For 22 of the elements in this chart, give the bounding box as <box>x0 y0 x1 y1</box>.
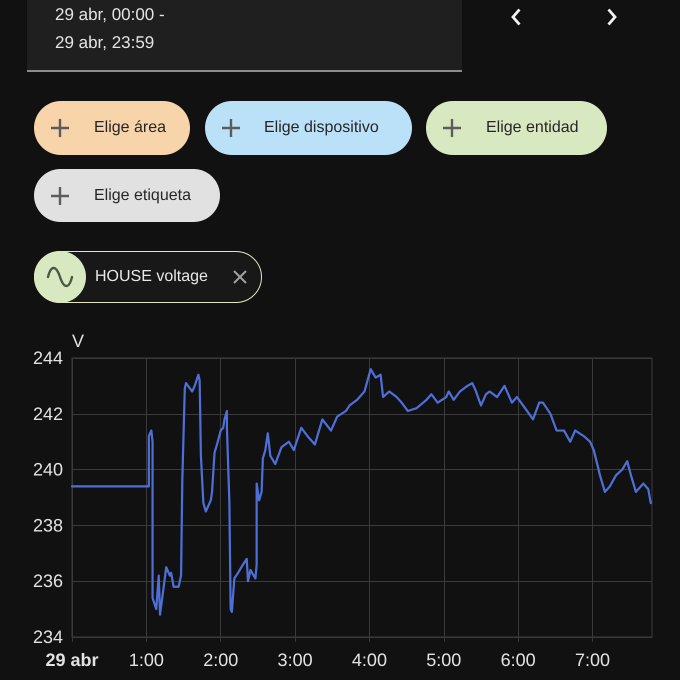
y-tick-label: 240 <box>32 460 63 480</box>
y-tick-label: 244 <box>32 348 63 368</box>
y-axis-title: V <box>72 331 84 351</box>
text: Elige entidad <box>486 118 579 138</box>
x-tick-label: 4:00 <box>352 650 387 670</box>
x-tick-label: 7:00 <box>574 650 610 670</box>
x-tick-label: 1:00 <box>128 650 164 670</box>
x-tick-label: 5:00 <box>426 650 462 670</box>
y-tick-label: 236 <box>32 571 63 592</box>
x-tick-label: 3:00 <box>278 650 313 670</box>
text: Elige dispositivo <box>264 118 379 138</box>
x-tick-label: 2:00 <box>203 650 238 670</box>
y-tick-label: 242 <box>32 404 63 424</box>
y-tick-label: 234 <box>32 627 63 647</box>
text: 29 abr, 00:00 - <box>55 5 165 25</box>
y-tick-label: 238 <box>32 515 63 536</box>
text: Elige área <box>94 118 166 138</box>
x-tick-label: 6:00 <box>500 650 536 670</box>
text: 29 abr, 23:59 <box>55 33 154 53</box>
text: HOUSE voltage <box>95 267 208 287</box>
x-tick-label: 29 abr <box>45 650 99 670</box>
text: Elige etiqueta <box>94 186 191 206</box>
